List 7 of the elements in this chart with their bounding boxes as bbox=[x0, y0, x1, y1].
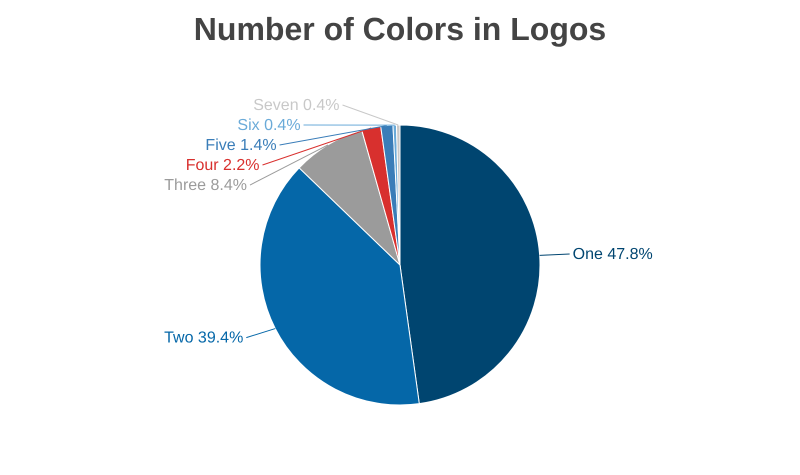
slice-label: Three 8.4% bbox=[164, 177, 247, 194]
chart-title: Number of Colors in Logos bbox=[194, 11, 606, 47]
slice-label: Two 39.4% bbox=[164, 330, 244, 347]
slice-label: Six 0.4% bbox=[237, 117, 301, 134]
slice-label: Five 1.4% bbox=[205, 137, 277, 154]
slice-label: Four 2.2% bbox=[186, 157, 260, 174]
slice-label: One 47.8% bbox=[572, 246, 653, 263]
